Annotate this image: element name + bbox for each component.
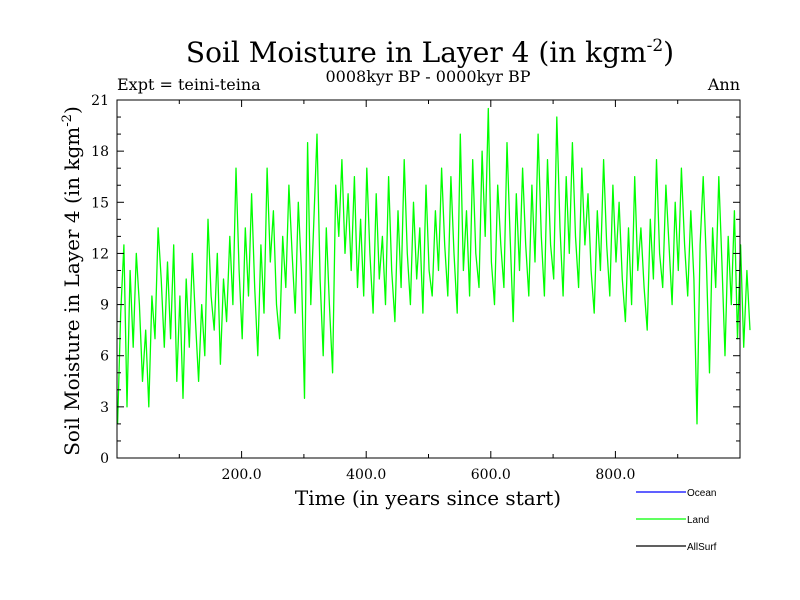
series-line-land: [116, 107, 751, 425]
x-tick-label: 400.0: [346, 467, 386, 483]
y-tick-label: 15: [91, 195, 109, 211]
legend-label-allsurf: AllSurf: [687, 542, 717, 553]
y-tick-label: 9: [100, 298, 109, 314]
y-tick-label: 18: [91, 144, 109, 160]
y-axis-label-close: ): [60, 106, 84, 114]
y-tick-label: 6: [100, 349, 109, 365]
chart-subtitle: 0008kyr BP - 0000kyr BP: [326, 67, 531, 86]
y-axis-label: Soil Moisture in Layer 4 (in kgm-2): [60, 106, 84, 456]
x-tick-label: 200.0: [222, 467, 262, 483]
legend-label-ocean: Ocean: [687, 488, 716, 499]
chart-title-main: Soil Moisture in Layer 4 (in kgm: [186, 36, 647, 69]
x-tick-label: 600.0: [471, 467, 511, 483]
y-axis-label-main: Soil Moisture in Layer 4 (in kgm: [60, 127, 84, 456]
legend-label-land: Land: [687, 515, 709, 526]
x-tick-label: 800.0: [595, 467, 635, 483]
y-axis-label-superscript: -2: [60, 114, 75, 127]
y-tick-label: 21: [91, 93, 109, 109]
season-label: Ann: [707, 75, 740, 94]
chart-title-close: ): [663, 36, 674, 69]
y-tick-label: 12: [91, 246, 109, 262]
y-tick-label: 3: [100, 400, 109, 416]
plot-layer: 0 3 6 9 12 15 18 21 200.0 400.0 600.0 800.0: [91, 93, 751, 483]
chart-title-superscript: -2: [647, 36, 664, 56]
experiment-label: Expt = teini-teina: [117, 75, 261, 94]
legend: Ocean Land AllSurf: [636, 488, 717, 553]
x-axis-label: Time (in years since start): [295, 486, 561, 510]
chart-title: Soil Moisture in Layer 4 (in kgm-2): [186, 36, 674, 69]
y-tick-label: 0: [100, 451, 109, 467]
